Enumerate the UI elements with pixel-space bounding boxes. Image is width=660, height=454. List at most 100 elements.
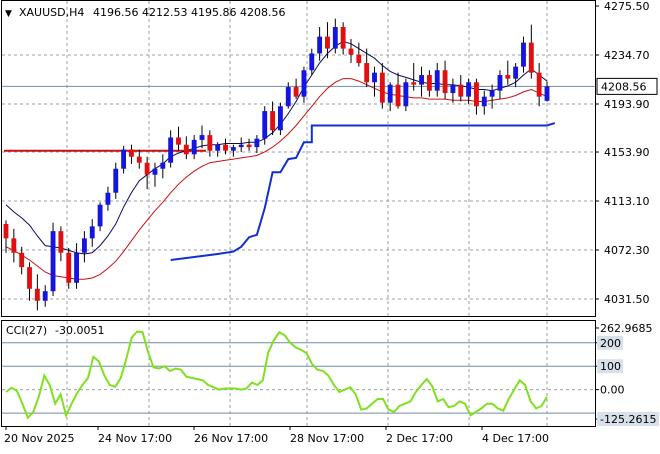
price-tick-label: 4153.90 bbox=[604, 146, 650, 159]
cci-panel-frame bbox=[1, 320, 596, 427]
price-tick-label: 4275.50 bbox=[604, 0, 650, 13]
candle-body bbox=[27, 267, 32, 289]
grid-layer bbox=[2, 1, 595, 426]
candle-body bbox=[207, 135, 213, 151]
header-marker[interactable]: ▼ bbox=[5, 9, 12, 19]
cci-tick-label: 0.00 bbox=[600, 384, 625, 397]
candle-body bbox=[434, 70, 440, 91]
candle-body bbox=[254, 138, 260, 148]
candle-body bbox=[66, 252, 72, 283]
candle-body bbox=[301, 70, 307, 97]
current-price-label: 4208.56 bbox=[601, 80, 647, 93]
candle-body bbox=[442, 70, 448, 94]
candle-body bbox=[536, 72, 542, 97]
candle-body bbox=[191, 139, 197, 155]
candle-body bbox=[81, 238, 87, 253]
candle-body bbox=[544, 86, 550, 101]
candle-body bbox=[466, 82, 472, 97]
candle-body bbox=[230, 147, 236, 151]
candle-body bbox=[246, 144, 252, 148]
cci-label: CCI(27) bbox=[6, 324, 47, 337]
candle-body bbox=[285, 87, 291, 107]
candle-body bbox=[356, 54, 362, 64]
candle-body bbox=[426, 75, 432, 91]
candle-body bbox=[215, 144, 221, 151]
candle-body bbox=[348, 48, 354, 55]
candle-body bbox=[176, 137, 181, 145]
candle-body bbox=[317, 36, 323, 54]
candle-body bbox=[403, 82, 409, 107]
candle-body bbox=[113, 168, 119, 193]
main-panel-frame bbox=[1, 0, 596, 317]
cci-level-box bbox=[597, 335, 623, 350]
candle-body bbox=[270, 111, 276, 131]
time-tick-label: 28 Nov 17:00 bbox=[290, 432, 364, 445]
cci-level-box bbox=[597, 359, 623, 374]
cci-value: -30.0051 bbox=[55, 324, 104, 337]
candle-body bbox=[325, 36, 330, 49]
candle-body bbox=[395, 84, 401, 107]
candle-body bbox=[387, 84, 393, 103]
candle-body bbox=[379, 72, 385, 103]
time-tick-label: 20 Nov 2025 bbox=[4, 432, 74, 445]
candle-body bbox=[521, 42, 526, 67]
candle-body bbox=[458, 84, 464, 97]
ohlc-readout: 4196.56 4212.53 4195.86 4208.56 bbox=[93, 6, 285, 19]
candle-body bbox=[372, 72, 377, 83]
ma-fast-line bbox=[5, 40, 548, 255]
cci-level-box bbox=[597, 412, 659, 426]
symbol-label: XAUUSD,H4 bbox=[19, 6, 84, 19]
candle-body bbox=[19, 252, 25, 268]
candle-body bbox=[262, 111, 268, 139]
candle-body bbox=[74, 252, 79, 283]
candle-body bbox=[168, 137, 174, 163]
candle-body bbox=[34, 288, 40, 301]
cci-tick-label: 200 bbox=[600, 337, 621, 350]
candle-body bbox=[340, 27, 346, 49]
price-tick-label: 4234.70 bbox=[604, 49, 650, 62]
price-tick-label: 4113.10 bbox=[604, 195, 650, 208]
current-price-box bbox=[596, 77, 658, 95]
price-tick-label: 4031.50 bbox=[604, 293, 650, 306]
candle-body bbox=[3, 223, 9, 239]
candle-body bbox=[199, 135, 205, 140]
candle-body bbox=[450, 84, 456, 94]
candle-body bbox=[160, 162, 166, 169]
price-tick-label: 4072.30 bbox=[604, 244, 650, 257]
candle-body bbox=[419, 75, 424, 85]
cci-line bbox=[5, 330, 548, 420]
candle-body bbox=[50, 231, 56, 292]
candle-body bbox=[489, 90, 495, 97]
cci-tick-label: -125.2615 bbox=[600, 413, 656, 426]
candle-body bbox=[309, 53, 315, 71]
time-tick-label: 4 Dec 17:00 bbox=[482, 432, 549, 445]
cci-tick-label: 100 bbox=[600, 360, 621, 373]
time-tick-label: 26 Nov 17:00 bbox=[194, 432, 268, 445]
candle-body bbox=[238, 144, 244, 148]
cci-tick-label: 262.9685 bbox=[600, 322, 653, 335]
candle-body bbox=[505, 75, 511, 79]
time-tick-label: 24 Nov 17:00 bbox=[98, 432, 172, 445]
candle-body bbox=[223, 144, 228, 151]
candle-body bbox=[293, 87, 299, 97]
ma-slow-line bbox=[5, 78, 548, 280]
price-tick-label: 4193.90 bbox=[604, 98, 650, 111]
candle-body bbox=[105, 192, 111, 205]
candle-body bbox=[129, 149, 134, 157]
price-series-layer bbox=[3, 18, 556, 311]
candle-body bbox=[364, 63, 370, 83]
candle-body bbox=[11, 238, 17, 253]
candle-body bbox=[277, 106, 283, 131]
candle-body bbox=[481, 96, 487, 107]
cci-series-layer bbox=[5, 330, 548, 420]
candle-body bbox=[513, 66, 519, 79]
candle-body bbox=[497, 75, 503, 91]
candle-body bbox=[411, 82, 417, 85]
candle-body bbox=[121, 149, 127, 169]
candle-body bbox=[144, 162, 150, 175]
candle-body bbox=[136, 156, 142, 163]
candle-body bbox=[183, 144, 189, 155]
candle-body bbox=[528, 42, 534, 73]
